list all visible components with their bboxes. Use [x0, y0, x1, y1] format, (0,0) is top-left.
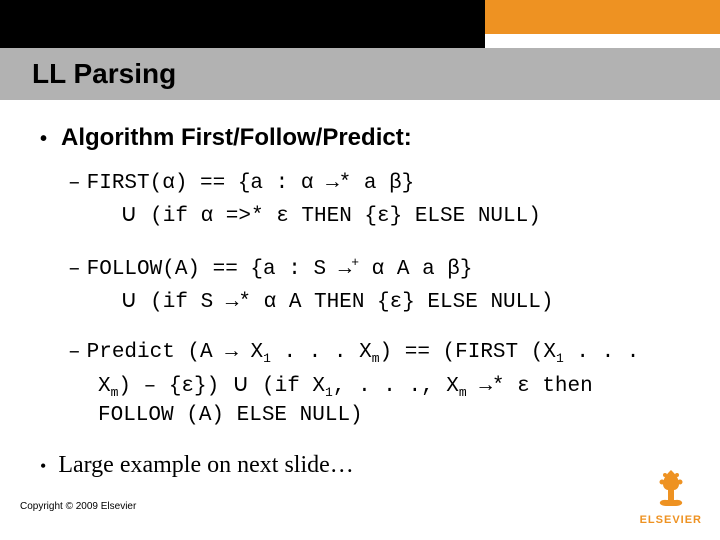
union-icon: ∪: [120, 200, 138, 227]
logo-text: ELSEVIER: [640, 514, 702, 526]
follow-line1: –FOLLOW(A) == {a : S →+ α A a β}: [68, 254, 680, 284]
footer-bullet-text: Large example on next slide…: [58, 452, 353, 479]
main-bullet-text: Algorithm First/Follow/Predict:: [61, 124, 412, 152]
footer-bullet: • Large example on next slide…: [40, 452, 680, 479]
definition-predict: –Predict (A → X1 . . . Xm) == (FIRST (X1…: [68, 339, 680, 430]
union-icon: ∪: [120, 286, 138, 313]
bullet-dot: •: [40, 128, 47, 151]
copyright-text: Copyright © 2009 Elsevier: [20, 501, 136, 512]
elsevier-logo: ELSEVIER: [640, 466, 702, 526]
predict-line3: FOLLOW (A) ELSE NULL): [68, 402, 680, 430]
page-title: LL Parsing: [32, 58, 176, 90]
dash-icon: –: [68, 258, 81, 281]
tree-icon: [648, 466, 694, 512]
content-area: • Algorithm First/Follow/Predict: –FIRST…: [0, 100, 720, 479]
predict-line2: Xm) – {ε}) ∪ (if X1, . . ., Xm →* ε then: [68, 368, 680, 402]
dash-icon: –: [68, 172, 81, 195]
definition-follow: –FOLLOW(A) == {a : S →+ α A a β} ∪ (if S…: [68, 254, 680, 318]
bullet-dot: •: [40, 456, 46, 477]
first-line1: –FIRST(α) == {a : α →* a β}: [68, 170, 680, 198]
main-bullet: • Algorithm First/Follow/Predict:: [40, 124, 680, 152]
predict-line1: –Predict (A → X1 . . . Xm) == (FIRST (X1…: [68, 339, 680, 368]
header-black-block: [0, 0, 485, 48]
follow-line2: ∪ (if S →* α A THEN {ε} ELSE NULL): [68, 284, 680, 317]
union-icon: ∪: [232, 370, 250, 397]
header-bar: LL Parsing: [0, 0, 720, 100]
dash-icon: –: [68, 341, 81, 364]
definition-first: –FIRST(α) == {a : α →* a β} ∪ (if α =>* …: [68, 170, 680, 232]
header-orange-block: [485, 0, 720, 34]
first-line2: ∪ (if α =>* ε THEN {ε} ELSE NULL): [68, 198, 680, 231]
title-bar: LL Parsing: [0, 48, 720, 100]
